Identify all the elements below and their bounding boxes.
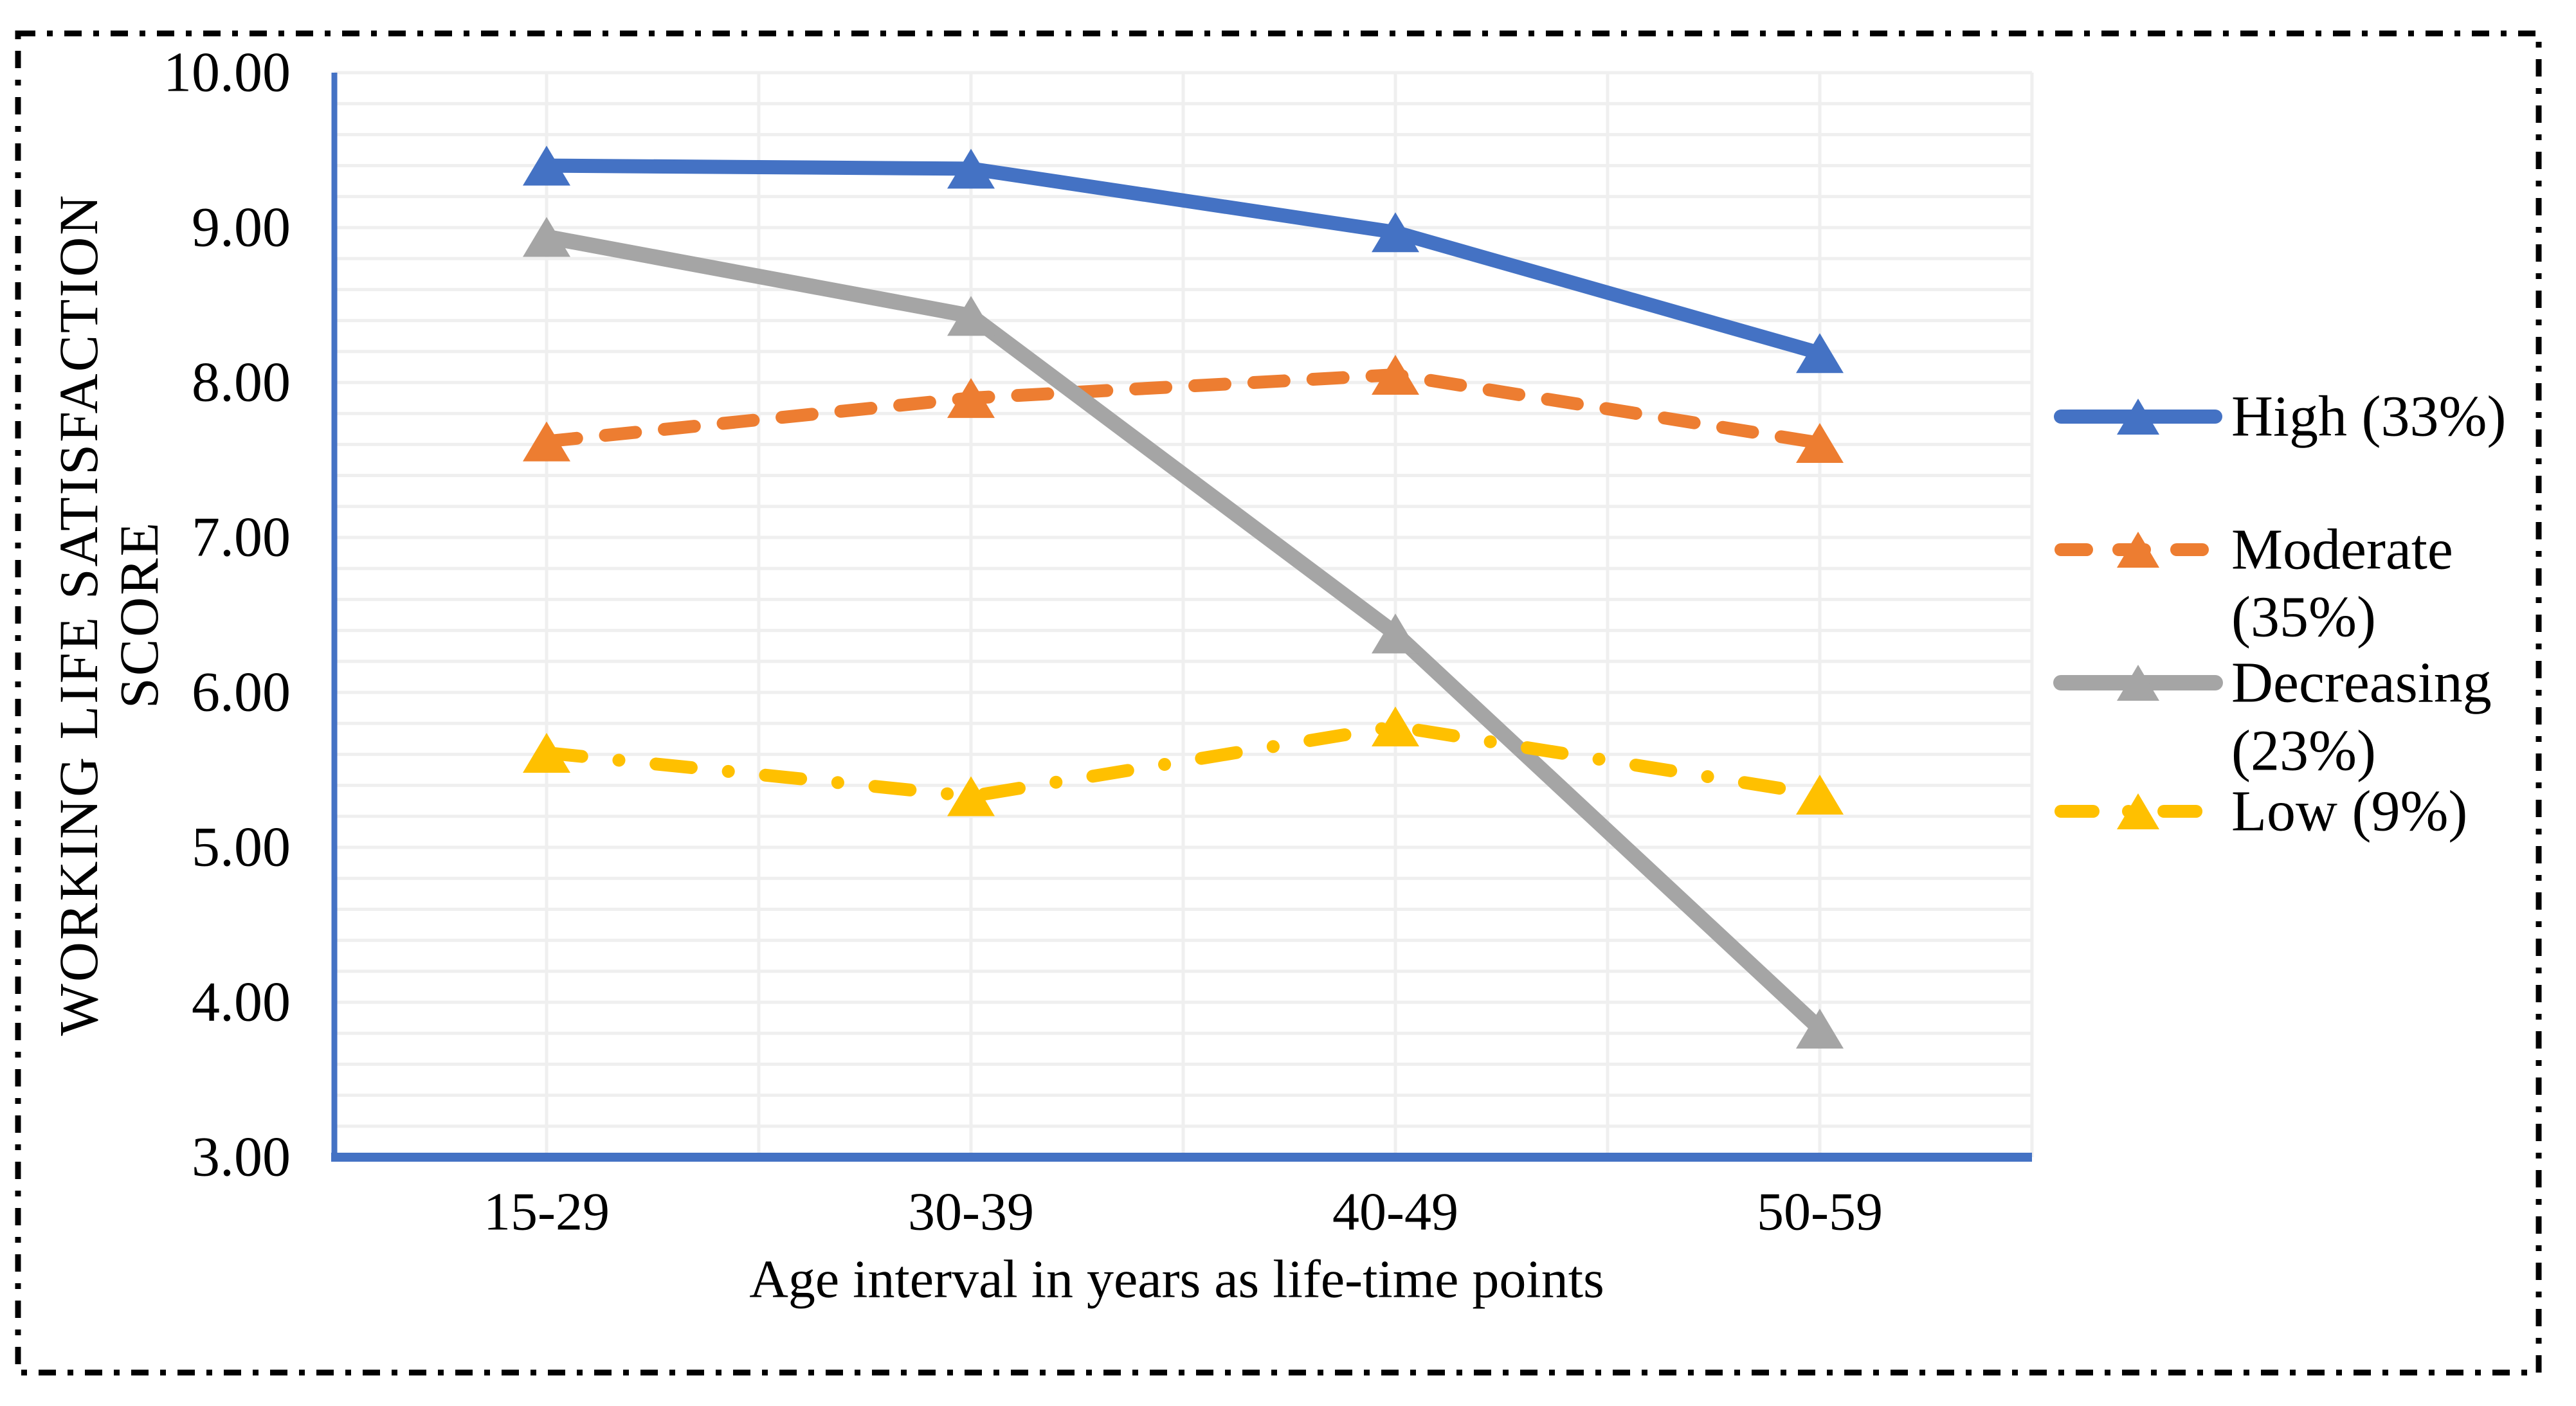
legend-label: Moderate [2231,518,2453,582]
data-point-marker [523,217,570,257]
data-point-marker [947,149,995,189]
outer-border [15,30,2542,1376]
legend-marker-icon [2117,793,2159,829]
legend-marker-icon [2117,665,2159,701]
data-point-marker [1796,775,1844,815]
legend-label: (23%) [2231,719,2376,783]
x-category-label: 15-29 [484,1182,610,1242]
x-category-label: 50-59 [1757,1182,1883,1242]
data-point-marker [523,421,570,462]
series-line-0 [540,158,1827,361]
y-axis-title-line2: SCORE [108,521,170,708]
data-point-marker [523,145,570,186]
y-tick-label: 4.00 [192,971,291,1034]
series-line-1 [540,368,1826,449]
x-category-label: 40-49 [1332,1182,1458,1242]
y-tick-label: 3.00 [192,1126,291,1189]
legend-label: (35%) [2231,586,2376,649]
legend-label: High (33%) [2231,385,2506,449]
x-category-label: 30-39 [908,1182,1034,1242]
y-tick-label: 6.00 [192,662,291,724]
data-point-marker [523,732,570,773]
data-point-marker [1796,422,1844,463]
y-tick-label: 7.00 [192,507,291,569]
y-tick-label: 5.00 [192,816,291,879]
data-point-marker [947,776,995,816]
data-point-marker [1796,1008,1844,1049]
data-point-marker [947,296,995,336]
legend-label: Low (9%) [2231,780,2467,843]
data-point-marker [1796,333,1844,374]
legend-marker-icon [2117,532,2159,568]
chart-plot-area: 10.00 9.00 8.00 7.00 6.00 5.00 4.00 3.00 15-29 30… [163,42,2506,1242]
series-line-2 [539,229,1828,1036]
data-point-marker [1372,707,1419,747]
y-axis-title-line1: WORKING LIFE SATISFACTION [48,194,109,1036]
y-tick-label: 8.00 [192,352,291,414]
y-tick-label: 9.00 [192,197,291,259]
legend-marker-icon [2117,399,2159,435]
y-tick-label: 10.00 [163,42,291,104]
data-point-marker [947,378,995,419]
legend-label: Decreasing [2231,651,2492,715]
data-point-marker [1372,354,1419,395]
data-point-marker [1372,212,1419,253]
data-point-marker [1372,613,1419,654]
x-axis-title: Age interval in years as life-time point… [749,1250,1604,1310]
